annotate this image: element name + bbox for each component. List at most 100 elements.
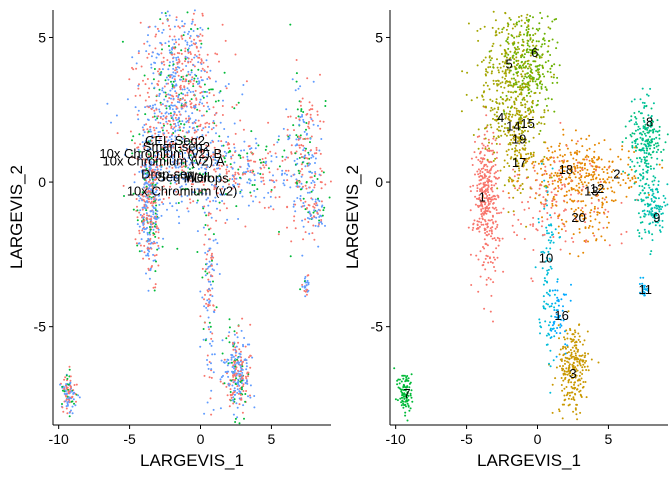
data-point — [565, 367, 568, 370]
data-point — [579, 340, 582, 343]
data-point — [180, 185, 183, 188]
data-point — [572, 410, 575, 413]
data-point — [206, 253, 209, 256]
data-point — [664, 204, 667, 207]
data-point — [509, 50, 512, 53]
data-point — [156, 166, 159, 169]
data-point — [308, 171, 311, 173]
data-point — [320, 219, 323, 221]
data-point — [132, 135, 135, 138]
cluster-label: 10x Chromium (v2) B — [99, 146, 222, 161]
data-point — [573, 387, 576, 390]
data-point — [139, 150, 141, 153]
data-point — [148, 178, 151, 181]
data-point — [485, 254, 488, 257]
data-point — [149, 167, 152, 170]
data-point — [556, 81, 559, 84]
cluster-label: 10x Chromium (v2) A — [103, 153, 225, 168]
data-point — [548, 305, 551, 308]
data-point — [513, 61, 515, 64]
data-point — [548, 176, 551, 179]
data-point — [205, 110, 208, 113]
data-point — [540, 86, 543, 88]
data-point — [647, 213, 650, 216]
data-point — [481, 215, 483, 218]
data-point — [145, 158, 148, 161]
data-point — [579, 173, 581, 176]
data-point — [484, 147, 487, 150]
data-point — [509, 113, 511, 116]
data-point — [530, 63, 533, 66]
data-point — [190, 148, 193, 151]
data-point — [142, 222, 145, 225]
data-point — [542, 295, 545, 298]
data-point — [496, 177, 499, 180]
data-point — [320, 170, 323, 173]
data-point — [240, 359, 243, 362]
data-point — [134, 238, 137, 241]
data-point — [232, 348, 235, 351]
data-point — [59, 383, 62, 386]
data-point — [319, 120, 322, 123]
data-point — [546, 147, 549, 150]
data-point — [551, 324, 554, 327]
data-point — [138, 199, 141, 202]
data-point — [532, 249, 535, 251]
data-point — [592, 178, 595, 181]
data-point — [190, 98, 193, 101]
data-point — [153, 174, 156, 177]
data-point — [260, 176, 263, 179]
data-point — [299, 199, 302, 202]
data-point — [494, 269, 497, 272]
data-point — [550, 267, 553, 270]
data-point — [205, 134, 207, 137]
data-point — [529, 108, 531, 111]
data-point — [301, 173, 304, 176]
data-point — [149, 126, 151, 128]
data-point — [217, 99, 220, 102]
data-point — [156, 182, 159, 185]
data-point — [201, 34, 204, 37]
data-point — [304, 275, 307, 278]
data-point — [307, 151, 310, 154]
data-point — [152, 202, 155, 205]
data-point — [313, 203, 316, 205]
data-point — [654, 142, 657, 145]
data-point — [65, 374, 68, 377]
data-point — [324, 224, 326, 227]
data-point — [538, 318, 541, 321]
data-point — [648, 135, 651, 138]
data-point — [178, 120, 181, 123]
data-point — [600, 158, 603, 161]
data-point — [184, 103, 187, 105]
data-point — [309, 113, 312, 116]
data-point — [532, 111, 535, 113]
data-point — [304, 295, 307, 298]
data-point — [525, 49, 528, 52]
data-point — [202, 114, 205, 117]
data-point — [164, 191, 167, 194]
data-point — [303, 154, 306, 157]
data-point — [238, 403, 241, 406]
data-point — [523, 56, 526, 59]
data-point — [576, 350, 579, 353]
data-point — [201, 79, 204, 82]
data-point — [140, 250, 143, 252]
data-point — [474, 173, 476, 176]
data-point — [198, 137, 201, 140]
data-point — [141, 164, 144, 167]
data-point — [301, 168, 303, 170]
data-point — [585, 369, 588, 371]
data-point — [569, 337, 572, 340]
data-point — [220, 144, 223, 147]
data-point — [236, 416, 239, 419]
data-point — [155, 127, 158, 130]
data-point — [212, 106, 215, 109]
data-point — [520, 56, 523, 59]
data-point — [77, 394, 80, 397]
data-point — [661, 219, 664, 222]
data-point — [552, 359, 555, 362]
data-point — [553, 188, 556, 191]
data-point — [483, 183, 486, 186]
data-point — [507, 90, 510, 93]
